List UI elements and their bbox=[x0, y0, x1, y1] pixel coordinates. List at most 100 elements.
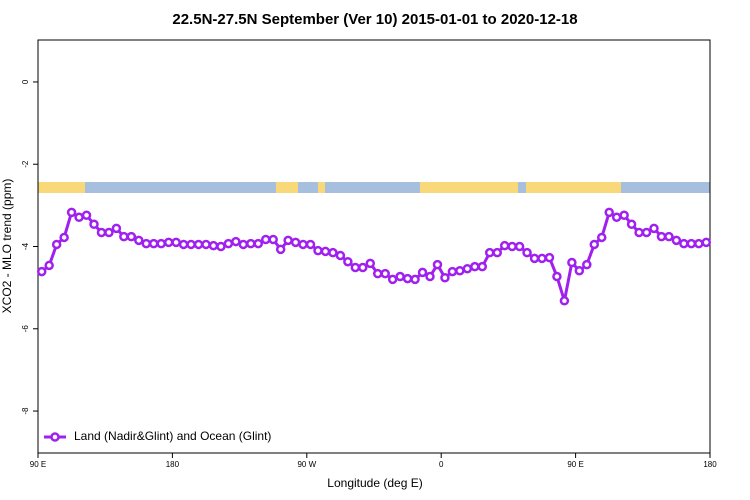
data-point bbox=[111, 223, 122, 234]
data-point bbox=[387, 274, 398, 285]
plot-frame bbox=[37, 39, 711, 454]
legend-marker bbox=[50, 432, 60, 442]
data-point bbox=[163, 237, 174, 248]
data-point bbox=[126, 231, 137, 242]
data-point bbox=[611, 212, 622, 223]
data-point bbox=[649, 223, 659, 234]
land-region bbox=[420, 182, 518, 193]
data-point bbox=[679, 238, 689, 249]
data-point bbox=[298, 239, 308, 250]
data-point bbox=[492, 247, 502, 258]
data-point bbox=[208, 240, 219, 251]
data-point bbox=[514, 241, 525, 252]
data-point bbox=[223, 238, 234, 249]
map-strip bbox=[38, 182, 710, 193]
data-point bbox=[582, 259, 592, 270]
x-axis-label: Longitude (deg E) bbox=[327, 476, 422, 490]
data-point bbox=[66, 207, 77, 218]
data-point bbox=[365, 258, 376, 269]
data-point bbox=[634, 227, 644, 238]
data-point bbox=[201, 239, 211, 250]
data-point bbox=[455, 266, 465, 276]
chart-title: 22.5N-27.5N September (Ver 10) 2015-01-0… bbox=[172, 11, 577, 28]
data-point bbox=[395, 271, 405, 282]
data-point bbox=[141, 238, 152, 249]
data-point bbox=[186, 239, 196, 250]
data-point bbox=[148, 238, 159, 249]
data-point bbox=[552, 271, 562, 282]
data-point bbox=[499, 240, 510, 251]
data-point bbox=[156, 238, 166, 249]
data-point bbox=[36, 266, 47, 277]
data-point bbox=[59, 232, 69, 243]
data-point bbox=[96, 227, 107, 238]
x-tick-label: 90 W bbox=[297, 460, 316, 469]
data-point bbox=[440, 273, 450, 283]
y-tick-label: 0 bbox=[21, 79, 30, 84]
land-region bbox=[38, 182, 85, 193]
data-point bbox=[305, 239, 316, 250]
data-point bbox=[335, 250, 346, 261]
data-point bbox=[275, 244, 286, 255]
data-point bbox=[171, 237, 181, 248]
data-point bbox=[470, 261, 480, 272]
data-point bbox=[507, 241, 517, 252]
data-point bbox=[462, 263, 473, 274]
data-point bbox=[320, 246, 331, 257]
data-point bbox=[567, 257, 577, 268]
data-point bbox=[477, 261, 488, 272]
land-region bbox=[526, 182, 621, 193]
data-point bbox=[343, 256, 353, 267]
data-point bbox=[664, 231, 674, 242]
data-point bbox=[402, 273, 413, 284]
data-point bbox=[216, 241, 226, 252]
series-line bbox=[40, 209, 707, 302]
data-point bbox=[686, 238, 697, 249]
y-tick-label: -4 bbox=[21, 242, 30, 250]
data-point bbox=[283, 235, 293, 246]
data-point bbox=[410, 274, 420, 285]
data-point bbox=[596, 232, 607, 243]
data-point bbox=[313, 245, 323, 256]
data-point bbox=[380, 268, 390, 279]
data-point bbox=[358, 262, 368, 273]
data-point bbox=[522, 247, 532, 258]
data-point bbox=[417, 267, 428, 278]
data-point bbox=[104, 227, 114, 238]
land-region bbox=[318, 182, 325, 193]
data-point bbox=[246, 238, 256, 249]
data-point bbox=[701, 237, 712, 248]
data-point bbox=[119, 231, 129, 242]
data-point bbox=[350, 262, 361, 273]
data-point bbox=[81, 210, 92, 220]
data-point bbox=[544, 252, 555, 263]
data-point bbox=[604, 207, 614, 218]
land-region bbox=[276, 182, 298, 193]
data-point bbox=[432, 259, 443, 270]
data-point bbox=[134, 235, 144, 246]
data-point bbox=[74, 212, 84, 223]
data-point bbox=[529, 253, 540, 264]
data-point bbox=[328, 247, 338, 258]
data-point bbox=[484, 247, 495, 258]
data-point bbox=[178, 239, 189, 250]
data-point bbox=[694, 238, 704, 249]
data-point bbox=[619, 210, 629, 220]
x-tick-label: 0 bbox=[439, 460, 444, 469]
x-tick-label: 180 bbox=[703, 460, 717, 469]
data-point bbox=[260, 234, 271, 245]
data-point bbox=[641, 227, 652, 238]
data-point bbox=[253, 238, 264, 249]
x-tick-label: 90 E bbox=[567, 460, 583, 469]
data-point bbox=[537, 253, 547, 264]
data-point bbox=[290, 237, 301, 248]
data-point bbox=[425, 271, 435, 282]
data-point bbox=[268, 234, 278, 245]
data-point bbox=[51, 239, 62, 250]
y-axis-label: XCO2 - MLO trend (ppm) bbox=[0, 179, 14, 314]
ocean-band bbox=[38, 182, 710, 193]
data-point bbox=[671, 235, 682, 246]
y-tick-label: -8 bbox=[21, 407, 30, 415]
x-tick-label: 90 E bbox=[30, 460, 46, 469]
